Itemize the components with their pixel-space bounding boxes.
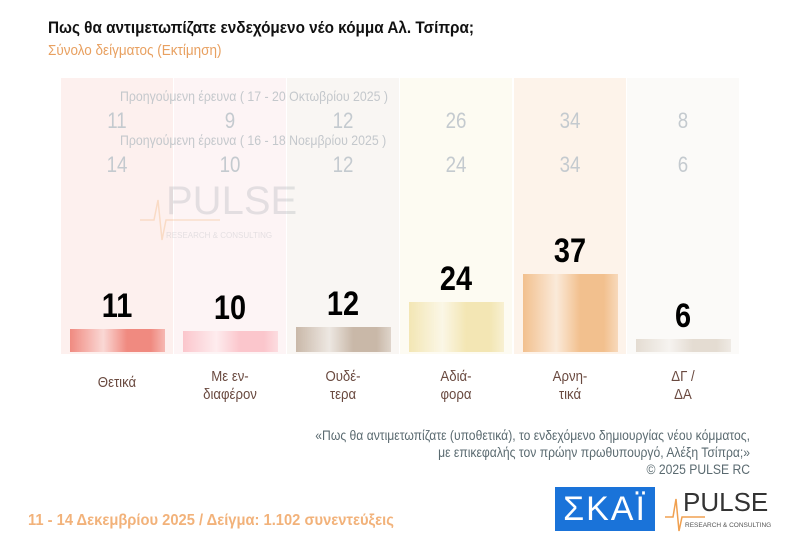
bar-value-label: 10 xyxy=(213,289,247,327)
previous-value: 24 xyxy=(445,152,467,177)
previous-value: 11 xyxy=(107,108,127,133)
bar xyxy=(409,301,504,352)
column-background xyxy=(627,78,739,354)
previous-value: 14 xyxy=(106,152,128,177)
category-label: Θετικά xyxy=(73,374,161,392)
previous-value: 10 xyxy=(219,152,241,177)
previous-value: 34 xyxy=(559,108,581,133)
survey-footer: 11 - 14 Δεκεμβρίου 2025 / Δείγμα: 1.102 … xyxy=(28,512,394,529)
pulse-watermark-logo: PULSE RESEARCH & CONSULTING xyxy=(140,180,297,241)
svg-text:PULSE: PULSE xyxy=(166,180,297,223)
bar xyxy=(523,274,618,352)
category-label-line: ΔΑ xyxy=(674,386,692,403)
bar-value-label: 24 xyxy=(439,259,473,298)
column-background xyxy=(174,78,286,354)
bar xyxy=(296,326,391,352)
previous-survey-label: Προηγούμενη έρευνα ( 16 - 18 Νοεμβρίου 2… xyxy=(120,132,387,148)
skai-logo: ΣΚΑΪ xyxy=(555,487,655,531)
category-label-line: Ουδέ- xyxy=(325,368,361,385)
category-label-line: τικά xyxy=(558,386,582,403)
category-label-line: διαφέρον xyxy=(203,386,257,403)
category-label-line: φορα xyxy=(440,386,472,403)
note-line-1: «Πως θα αντιμετωπίζατε (υποθετικά), το ε… xyxy=(315,428,750,443)
bar xyxy=(183,331,278,352)
pulse-logo-text: PULSE xyxy=(683,487,768,517)
bar xyxy=(636,339,731,352)
category-label: ΔΓ / ΔΑ xyxy=(639,368,727,404)
pulse-logo-subtext: RESEARCH & CONSULTING xyxy=(685,522,771,529)
category-label: Αρνη-τικά xyxy=(526,368,614,404)
category-label-line: Με εν- xyxy=(211,368,249,385)
category-label-line: Αδιά- xyxy=(440,368,472,385)
category-label: Αδιά-φορα xyxy=(412,368,500,404)
question-note: «Πως θα αντιμετωπίζατε (υποθετικά), το ε… xyxy=(315,427,750,478)
chart-title: Πως θα αντιμετωπίζατε ενδεχόμενο νέο κόμ… xyxy=(48,18,475,37)
category-label: Με εν-διαφέρον xyxy=(186,368,274,404)
bar-value-label: 11 xyxy=(101,286,133,325)
bar-value-label: 12 xyxy=(326,284,360,323)
previous-survey-label: Προηγούμενη έρευνα ( 17 - 20 Οκτωβρίου 2… xyxy=(120,88,388,104)
previous-value: 26 xyxy=(445,108,467,133)
bar-value-label: 6 xyxy=(674,297,692,336)
category-label: Ουδέ-τερα xyxy=(299,368,387,404)
column-background xyxy=(61,78,173,354)
previous-value: 12 xyxy=(332,152,354,177)
category-label-line: Αρνη- xyxy=(552,368,588,385)
bar xyxy=(70,328,165,352)
column-background xyxy=(287,78,399,354)
svg-text:RESEARCH & CONSULTING: RESEARCH & CONSULTING xyxy=(166,231,272,240)
previous-value: 34 xyxy=(559,152,581,177)
category-label-line: Θετικά xyxy=(97,374,137,391)
previous-value: 12 xyxy=(332,108,354,133)
category-label-line: ΔΓ / xyxy=(671,368,695,385)
category-label-line: τερα xyxy=(329,386,357,403)
note-line-2: με επικεφαλής τον πρώην πρωθυπουργό, Αλέ… xyxy=(438,445,750,460)
bar-value-label: 37 xyxy=(553,232,587,271)
copyright: © 2025 PULSE RC xyxy=(646,462,750,477)
previous-value: 9 xyxy=(224,108,236,133)
previous-value: 6 xyxy=(677,152,689,177)
pulse-logo: PULSE RESEARCH & CONSULTING xyxy=(665,487,771,532)
chart-subtitle: Σύνολο δείγματος (Εκτίμηση) xyxy=(48,42,222,59)
previous-value: 8 xyxy=(677,108,689,133)
